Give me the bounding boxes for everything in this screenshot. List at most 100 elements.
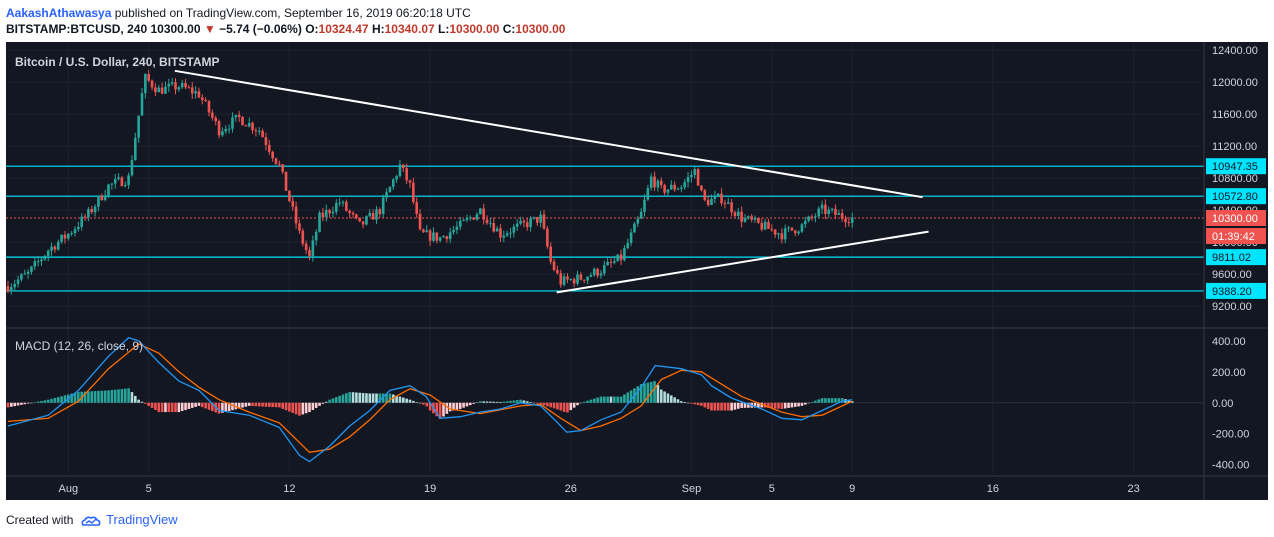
candle-body: [324, 210, 328, 218]
candle-body: [150, 80, 154, 88]
macd-histogram-bar: [50, 398, 53, 403]
candle-body: [499, 228, 502, 238]
macd-histogram-bar: [539, 402, 542, 405]
candle-body: [170, 82, 174, 84]
time-tick-label: 16: [987, 483, 999, 495]
candle-body: [301, 230, 305, 244]
macd-histogram-bar: [355, 392, 358, 403]
macd-histogram-bar: [23, 402, 27, 405]
time-tick-label: 5: [769, 483, 775, 495]
macd-histogram-bar: [606, 396, 609, 403]
candle-body: [693, 169, 697, 175]
candle-body: [733, 212, 737, 216]
macd-histogram-bar: [599, 396, 603, 403]
macd-axis[interactable]: 400.00 200.00 0.00 -200.00 -400.00: [1212, 336, 1249, 472]
macd-histogram-bar: [837, 398, 841, 403]
macd-histogram-bar: [281, 402, 284, 409]
candle-body: [740, 211, 743, 222]
candle-body: [154, 87, 157, 93]
macd-histogram-bar: [405, 398, 408, 403]
macd-histogram-bar: [693, 402, 697, 405]
macd-histogram-bar: [194, 402, 197, 407]
candle-body: [358, 217, 362, 222]
candle-body: [619, 254, 623, 261]
candle-body: [13, 283, 16, 288]
candle-body: [720, 193, 723, 204]
macd-histogram-bar: [747, 402, 750, 408]
candle-body: [157, 87, 161, 93]
macd-histogram-bar: [465, 402, 469, 407]
candle-body: [231, 117, 234, 129]
candle-body: [314, 232, 318, 241]
macd-histogram-bar: [177, 402, 181, 413]
macd-histogram-bar: [566, 402, 569, 413]
time-axis[interactable]: Aug 5 12 19 26 Sep 5 9 16 23: [59, 483, 1140, 495]
candle-body: [123, 184, 127, 187]
candle-body: [167, 83, 171, 87]
time-tick-label: 23: [1127, 483, 1139, 495]
countdown-tag: 01:39:42: [1212, 231, 1255, 243]
macd-histogram-bar: [157, 402, 161, 413]
candle-body: [840, 213, 844, 219]
macd-line: [7, 336, 853, 463]
macd-histogram-bar: [43, 400, 47, 403]
candle-body: [318, 212, 321, 233]
macd-histogram-bar: [840, 398, 844, 403]
candle-body: [422, 229, 425, 233]
macd-histogram-bar: [653, 381, 656, 403]
macd-histogram-bar: [321, 402, 325, 404]
candle-body: [656, 180, 660, 188]
macd-histogram-bar: [659, 389, 663, 403]
high-label: H:: [371, 22, 385, 36]
macd-histogram-bar: [713, 402, 717, 411]
macd-histogram-bar: [663, 391, 666, 403]
macd-histogram-bar: [787, 402, 790, 408]
macd-histogram-bar: [77, 391, 80, 403]
macd-histogram-bar: [87, 391, 90, 403]
macd-histogram-bar: [700, 402, 703, 406]
macd-histogram-bar: [164, 402, 167, 413]
macd-histogram-bar: [207, 402, 211, 410]
candle-body: [586, 276, 589, 281]
candle-body: [23, 273, 27, 275]
price-axis[interactable]: 12400.00 12000.00 11600.00 11200.00 10800.00…: [1212, 45, 1258, 313]
candle-body: [134, 137, 137, 161]
candle-body: [552, 261, 556, 270]
author-link[interactable]: AakashAthawasya: [6, 6, 112, 20]
macd-histogram-bar: [438, 402, 442, 420]
macd-histogram-bar: [790, 402, 794, 408]
macd-histogram-bar: [201, 402, 204, 408]
candle-body: [770, 228, 774, 230]
tradingview-brand[interactable]: TradingView: [106, 512, 178, 527]
price-tick-label: 9600.00: [1212, 269, 1252, 281]
level-tag: 10947.35: [1212, 161, 1258, 173]
candle-body: [536, 216, 539, 223]
macd-histogram-bar: [817, 399, 820, 403]
candle-body: [395, 176, 398, 180]
candle-body: [361, 221, 365, 225]
candle-body: [549, 246, 552, 262]
macd-histogram-bar: [381, 393, 385, 403]
publish-text: published on TradingView.com, September …: [114, 6, 471, 20]
signal-line: [7, 343, 853, 453]
candle-body: [512, 226, 516, 233]
candle-body: [63, 234, 67, 239]
macd-histogram-bar: [308, 402, 311, 413]
macd-histogram-bar: [20, 402, 23, 405]
macd-histogram-bar: [16, 402, 20, 406]
candle-body: [251, 122, 254, 131]
candle-body: [700, 185, 703, 191]
candle-body: [321, 212, 325, 218]
candle-body: [201, 97, 204, 101]
candle-body: [482, 208, 485, 220]
macd-histogram-bar: [257, 402, 261, 407]
open-value: 10324.47: [318, 22, 369, 36]
close-value: 10300.00: [515, 22, 566, 36]
chart-area[interactable]: 12400.0012000.0011600.0011200.0010800.00…: [0, 0, 1274, 510]
price-tick-label: 11600.00: [1212, 109, 1257, 121]
candle-body: [442, 236, 445, 238]
candle-body: [780, 233, 784, 240]
macd-histogram-bar: [147, 402, 150, 406]
macd-histogram-bar: [458, 402, 462, 409]
macd-histogram-bar: [415, 402, 418, 403]
